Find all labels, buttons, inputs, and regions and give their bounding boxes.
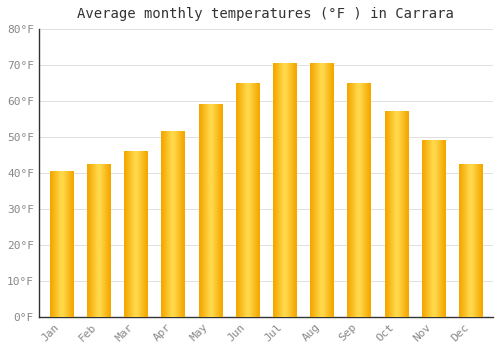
Title: Average monthly temperatures (°F ) in Carrara: Average monthly temperatures (°F ) in Ca… xyxy=(78,7,454,21)
